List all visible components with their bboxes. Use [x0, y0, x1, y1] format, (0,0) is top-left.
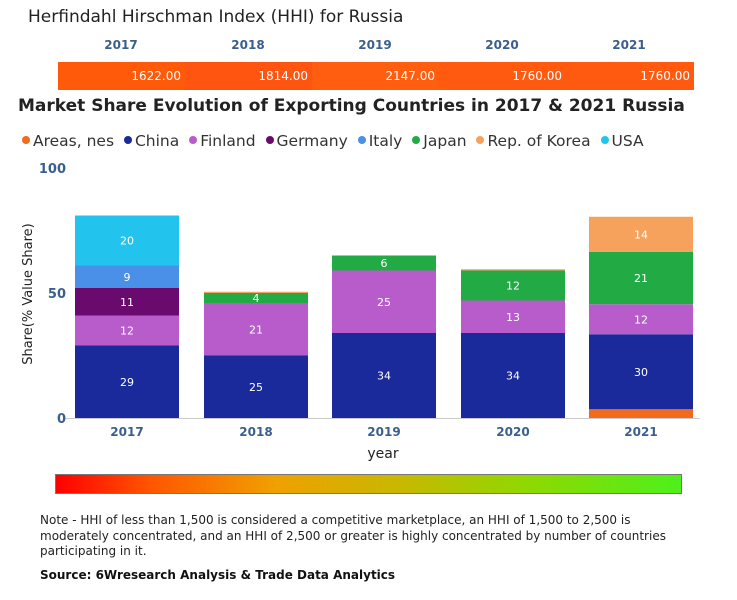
legend-item: China [123, 132, 180, 150]
chart-legend: Areas, nes China Finland Germany Italy J… [22, 132, 649, 150]
legend-label: Italy [368, 132, 403, 150]
bar-segment [332, 333, 436, 418]
bar-segment [461, 269, 565, 271]
hhi-value-cell: 2147.00 [312, 62, 439, 90]
bar-segment [589, 216, 693, 252]
legend-dot-icon [357, 135, 366, 144]
stacked-bar-chart: 0 50 100 29 12 11 9 20 2017 25 21 4 2018 34 25 6 2019 34 1… [21, 162, 700, 462]
x-tick-label: 2017 [110, 425, 143, 439]
legend-label: Rep. of Korea [487, 132, 591, 150]
hhi-color-scale [55, 474, 682, 494]
data-label: 21 [249, 323, 263, 336]
source-line: Source: 6Wresearch Analysis & Trade Data… [40, 568, 396, 582]
x-tick-label: 2021 [624, 425, 657, 439]
hhi-year-row: 2017 2018 2019 2020 2021 [58, 38, 694, 54]
legend-item: Finland [189, 132, 256, 150]
bar-segment [461, 300, 565, 333]
bar-segment [204, 355, 308, 418]
bar-segment [461, 270, 565, 301]
legend-item: Japan [412, 132, 467, 150]
hhi-value-cell: 1622.00 [58, 62, 185, 90]
data-label: 13 [506, 311, 520, 324]
bar-segment [204, 291, 308, 293]
legend-dot-icon [412, 135, 421, 144]
data-label: 34 [506, 370, 520, 383]
data-label: 6 [381, 257, 388, 270]
hhi-year-label: 2017 [104, 38, 138, 52]
legend-label: China [134, 132, 180, 150]
legend-dot-icon [476, 135, 485, 144]
x-axis-title: year [367, 446, 398, 462]
y-tick-label: 0 [57, 412, 66, 427]
legend-dot-icon [123, 135, 132, 144]
hhi-year-label: 2019 [358, 38, 392, 52]
hhi-value-cell: 1760.00 [439, 62, 566, 90]
data-label: 14 [634, 228, 648, 241]
bar-segment [589, 409, 693, 418]
bar-segment [589, 251, 693, 305]
legend-label: Areas, nes [33, 132, 115, 150]
bar-segment [589, 304, 693, 335]
data-label: 25 [377, 296, 391, 309]
legend-item: Italy [357, 132, 403, 150]
data-label: 20 [120, 235, 134, 248]
legend-label: Japan [423, 132, 467, 150]
legend-dot-icon [265, 135, 274, 144]
y-tick-label: 100 [39, 162, 66, 177]
legend-label: USA [611, 132, 644, 150]
bar-segment [75, 215, 179, 266]
legend-label: Finland [200, 132, 256, 150]
bar-segment [589, 334, 693, 410]
legend-dot-icon [600, 135, 609, 144]
y-tick-label: 50 [48, 287, 66, 302]
x-tick-label: 2020 [496, 425, 529, 439]
bar-segment [461, 333, 565, 418]
data-label: 25 [249, 381, 263, 394]
legend-label: Germany [276, 132, 348, 150]
data-label: 21 [634, 272, 648, 285]
x-tick-label: 2018 [239, 425, 272, 439]
bar-segment [332, 270, 436, 333]
legend-item: USA [600, 132, 644, 150]
data-label: 9 [124, 271, 131, 284]
bar-segment [75, 315, 179, 346]
data-label: 30 [634, 366, 648, 379]
data-label: 12 [506, 280, 520, 293]
bar-segment [75, 288, 179, 316]
legend-item: Rep. of Korea [476, 132, 591, 150]
data-label: 29 [120, 376, 134, 389]
hhi-year-label: 2018 [231, 38, 265, 52]
bar-segment [204, 293, 308, 303]
legend-item: Areas, nes [22, 132, 114, 150]
data-label: 12 [634, 313, 648, 326]
bar-segment [332, 255, 436, 271]
y-axis-title: Share(% Value Share) [21, 223, 36, 365]
chart-title: Market Share Evolution of Exporting Coun… [18, 96, 685, 116]
hhi-value-cell: 1814.00 [185, 62, 312, 90]
legend-item: Germany [265, 132, 348, 150]
bar-segment [75, 345, 179, 418]
bar-segment [75, 265, 179, 288]
hhi-year-label: 2021 [612, 38, 646, 52]
bar-segment [204, 303, 308, 356]
legend-dot-icon [189, 135, 198, 144]
data-label: 34 [377, 370, 391, 383]
data-label: 11 [120, 296, 134, 309]
footnote: Note - HHI of less than 1,500 is conside… [40, 513, 666, 558]
hhi-year-label: 2020 [485, 38, 519, 52]
data-label: 12 [120, 325, 134, 338]
hhi-value-bar: 1622.00 1814.00 2147.00 1760.00 1760.00 [58, 62, 694, 90]
data-label: 4 [253, 292, 260, 305]
legend-dot-icon [22, 135, 30, 144]
hhi-title: Herfindahl Hirschman Index (HHI) for Rus… [28, 7, 404, 27]
hhi-value-cell: 1760.00 [566, 62, 694, 90]
x-tick-label: 2019 [367, 425, 400, 439]
